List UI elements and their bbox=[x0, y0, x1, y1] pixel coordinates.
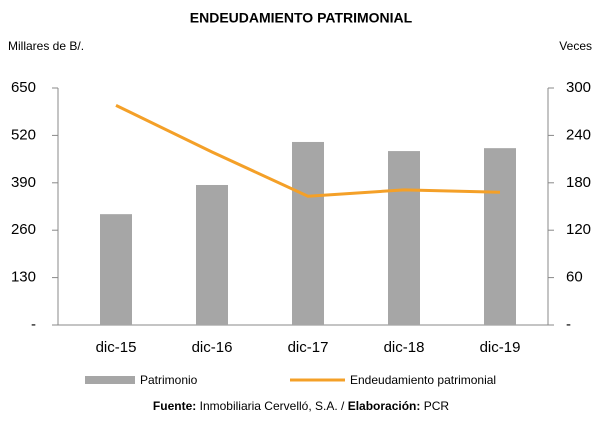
source-note: Fuente: Inmobiliaria Cervelló, S.A. / El… bbox=[153, 399, 449, 413]
x-tick-label: dic-16 bbox=[192, 339, 233, 356]
y-tick-label: 260 bbox=[11, 221, 36, 238]
source-text: PCR bbox=[424, 399, 450, 413]
bar bbox=[388, 151, 420, 325]
y-axis-label: Millares de B/. bbox=[8, 39, 84, 53]
bar bbox=[292, 141, 324, 325]
y-tick-label: 520 bbox=[11, 126, 36, 143]
bar bbox=[484, 148, 516, 325]
y-tick-label: 390 bbox=[11, 174, 36, 191]
chart-title: ENDEUDAMIENTO PATRIMONIAL bbox=[190, 10, 413, 26]
source-label: Elaboración: bbox=[348, 399, 421, 413]
x-tick-label: dic-19 bbox=[480, 339, 521, 356]
y-tick-label: - bbox=[31, 316, 36, 333]
bar bbox=[100, 214, 132, 325]
x-tick-label: dic-18 bbox=[384, 339, 425, 356]
x-tick-label: dic-15 bbox=[96, 339, 137, 356]
legend-label: Patrimonio bbox=[140, 373, 198, 387]
x-tick-label: dic-17 bbox=[288, 339, 329, 356]
source-text: Inmobiliaria Cervelló, S.A. / bbox=[200, 399, 345, 413]
legend-label: Endeudamiento patrimonial bbox=[350, 373, 496, 387]
bar bbox=[196, 184, 228, 325]
y2-tick-label: 240 bbox=[566, 126, 591, 143]
y-tick-label: 130 bbox=[11, 269, 36, 286]
y2-tick-label: 120 bbox=[566, 221, 591, 238]
y-tick-label: 650 bbox=[11, 79, 36, 96]
y2-tick-label: 60 bbox=[566, 269, 583, 286]
source-label: Fuente: bbox=[153, 399, 196, 413]
line bbox=[115, 104, 501, 198]
y2-tick-label: - bbox=[566, 316, 571, 333]
legend-swatch bbox=[85, 376, 135, 384]
y2-tick-label: 300 bbox=[566, 79, 591, 96]
y2-tick-label: 180 bbox=[566, 174, 591, 191]
y2-axis-label: Veces bbox=[559, 39, 592, 53]
